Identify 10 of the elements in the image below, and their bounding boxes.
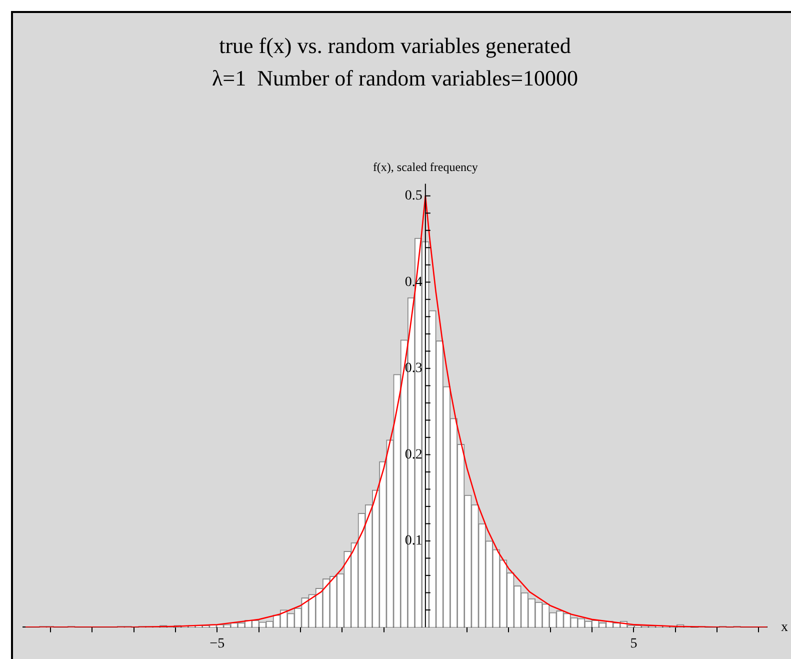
y-axis-title: f(x), scaled frequency: [372, 160, 478, 174]
x-tick-label: 5: [630, 636, 638, 652]
y-tick-label: 0.5: [404, 188, 422, 204]
x-tick-label: −5: [210, 636, 225, 652]
chart-title: true f(x) vs. random variables generated: [219, 32, 571, 58]
chart-subtitle: λ=1 Number of random variables=10000: [212, 65, 578, 90]
x-axis-title: x: [781, 620, 788, 635]
y-tick-label: 0.3: [404, 361, 422, 376]
y-tick-label: 0.2: [404, 447, 422, 462]
y-tick-label: 0.1: [404, 534, 422, 549]
